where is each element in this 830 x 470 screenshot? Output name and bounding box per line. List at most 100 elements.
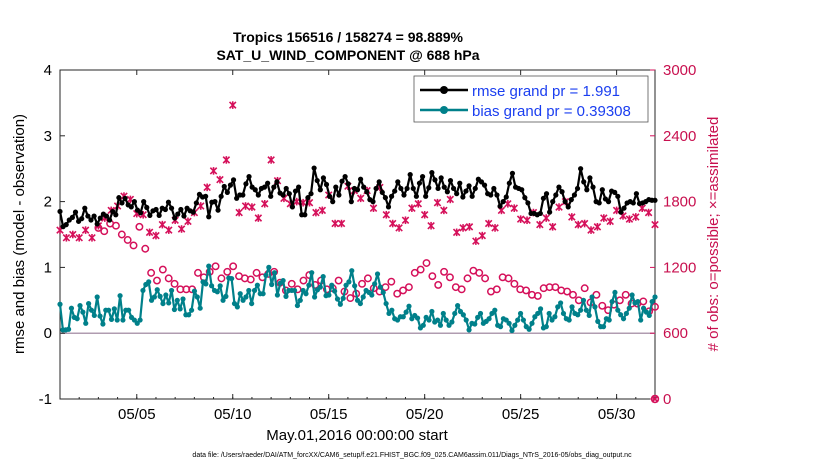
obs-assimilated-marker: [145, 228, 154, 237]
rmse-point: [181, 213, 187, 219]
obs-possible-marker: [393, 289, 402, 298]
obs-assimilated-marker: [420, 210, 429, 219]
obs-assimilated-marker: [312, 208, 320, 217]
rmse-point: [289, 204, 296, 210]
obs-assimilated-marker: [651, 220, 659, 229]
obs-possible-marker: [334, 276, 343, 285]
rmse-point: [172, 215, 178, 221]
bias-point: [406, 303, 412, 309]
rmse-point: [227, 182, 234, 188]
obs-assimilated-marker: [222, 156, 231, 164]
bias-point: [177, 306, 183, 312]
bias-point: [558, 300, 564, 306]
x-tick-label: 05/15: [310, 406, 348, 423]
legend-rmse-marker: [440, 86, 448, 94]
bias-point: [635, 299, 641, 305]
rmse-point: [429, 170, 435, 176]
bias-point: [174, 297, 180, 303]
rmse-point: [57, 208, 63, 215]
bias-point: [486, 316, 492, 322]
bias-point: [197, 305, 203, 311]
bias-point: [146, 279, 152, 285]
bias-point: [263, 272, 269, 278]
rmse-point: [252, 187, 258, 193]
data-file-footnote: data file: /Users/raeder/DAI/ATM_forcXX/…: [192, 452, 632, 459]
obs-possible-marker: [434, 280, 443, 289]
y-right-tick-label: 1800: [663, 194, 696, 211]
rmse-point: [525, 200, 531, 206]
rmse-point: [119, 200, 125, 206]
bias-point: [297, 297, 303, 303]
obs-assimilated-marker: [651, 395, 659, 403]
obs-assimilated-marker: [580, 219, 589, 228]
bias-point: [151, 294, 157, 300]
bias-point: [254, 282, 260, 288]
obs-assimilated-marker: [382, 210, 391, 219]
rmse-point: [543, 191, 550, 197]
y-right-tick-label: 2400: [663, 128, 696, 145]
rmse-point: [283, 185, 289, 192]
rmse-point: [308, 191, 314, 197]
obs-assimilated-marker: [177, 225, 186, 233]
rmse-point: [69, 214, 75, 220]
bias-point: [346, 279, 352, 285]
rmse-point: [537, 210, 543, 217]
bias-point: [372, 281, 378, 287]
obs-possible-marker: [217, 274, 226, 283]
obs-assimilated-marker: [593, 223, 602, 231]
bias-point: [180, 296, 186, 302]
bias-point: [580, 297, 587, 303]
bias-point: [317, 284, 323, 290]
rmse-point: [296, 184, 302, 190]
rmse-point: [450, 185, 457, 192]
bias-point: [509, 327, 515, 334]
bias-point: [106, 307, 112, 313]
bias-point: [586, 312, 592, 319]
bias-point: [389, 307, 395, 313]
bias-point: [434, 317, 441, 323]
bias-point: [575, 312, 581, 318]
obs-possible-marker: [147, 268, 156, 277]
bias-point: [546, 310, 552, 317]
rmse-point: [131, 199, 137, 205]
rmse-point: [562, 199, 568, 205]
bias-point: [260, 291, 266, 297]
chart-title-line2: SAT_U_WIND_COMPONENT @ 688 hPa: [216, 47, 479, 63]
rmse-point: [398, 185, 404, 192]
rmse-point: [370, 199, 376, 205]
bias-point: [140, 287, 146, 294]
obs-assimilated-stroke: [651, 395, 659, 403]
bias-point: [583, 307, 589, 313]
y-right-tick-label: 3000: [663, 62, 696, 79]
rmse-point: [91, 213, 97, 219]
y-right-tick-label: 1200: [663, 259, 696, 276]
bias-point: [168, 287, 175, 294]
rmse-point: [571, 192, 578, 198]
bias-point: [229, 275, 235, 282]
obs-possible-marker: [410, 268, 419, 277]
bias-point: [526, 326, 532, 332]
obs-possible-marker: [164, 274, 173, 283]
obs-assimilated-marker: [235, 208, 243, 217]
rmse-point: [426, 185, 432, 191]
rmse-point: [559, 189, 565, 195]
rmse-point: [137, 210, 144, 216]
obs-assimilated-marker: [478, 231, 487, 240]
rmse-point: [547, 209, 553, 215]
obs-assimilated-marker: [523, 216, 531, 225]
bias-point: [477, 310, 484, 317]
bias-point: [400, 314, 406, 320]
bias-point: [615, 307, 621, 313]
obs-assimilated-marker: [472, 237, 480, 245]
rmse-point: [633, 191, 640, 197]
obs-assimilated-marker: [158, 220, 167, 229]
rmse-point: [590, 184, 596, 190]
bias-point: [186, 312, 192, 318]
rmse-point: [274, 179, 280, 185]
bias-point: [117, 293, 123, 299]
rmse-point: [302, 212, 308, 218]
obs-possible-marker: [346, 294, 355, 303]
obs-assimilated-marker: [574, 220, 582, 229]
bias-point: [640, 305, 647, 311]
rmse-point: [178, 206, 184, 213]
